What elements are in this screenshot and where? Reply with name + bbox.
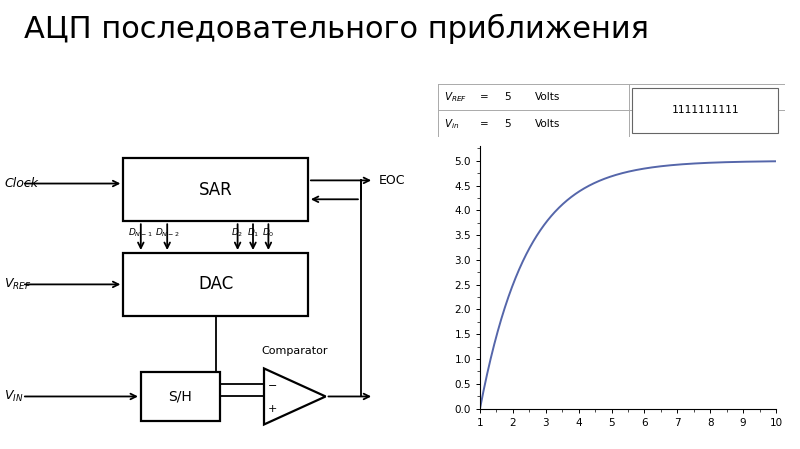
Text: $+$: $+$ — [267, 403, 277, 414]
Text: $D_{N-2}$: $D_{N-2}$ — [155, 227, 179, 239]
Text: 1111111111: 1111111111 — [671, 106, 739, 115]
Text: SAR: SAR — [198, 181, 233, 199]
Text: DAC: DAC — [198, 275, 234, 293]
Text: S/H: S/H — [169, 389, 192, 404]
Bar — [632, 88, 778, 133]
Text: Volts: Volts — [535, 92, 561, 102]
Text: Comparator: Comparator — [262, 346, 328, 356]
Text: $-$: $-$ — [267, 379, 277, 389]
Text: $V_{REF}$: $V_{REF}$ — [5, 277, 32, 292]
Text: $V_{REF}$: $V_{REF}$ — [443, 90, 466, 104]
Text: 5: 5 — [504, 92, 511, 102]
Text: 5: 5 — [504, 119, 511, 129]
Polygon shape — [264, 369, 326, 424]
Bar — [141, 372, 220, 421]
Text: EOC: EOC — [378, 174, 405, 187]
Text: Volts: Volts — [535, 119, 561, 129]
Text: Clock: Clock — [5, 177, 38, 190]
Text: $D_1$: $D_1$ — [246, 227, 259, 239]
Text: $V_{in}$: $V_{in}$ — [443, 117, 459, 131]
Text: =: = — [480, 119, 489, 129]
Text: $V_{IN}$: $V_{IN}$ — [5, 389, 24, 404]
Bar — [123, 158, 308, 221]
Text: $D_0$: $D_0$ — [262, 227, 274, 239]
Text: $D_2$: $D_2$ — [231, 227, 244, 239]
Bar — [123, 253, 308, 316]
Text: =: = — [480, 92, 489, 102]
Text: АЦП последовательного приближения: АЦП последовательного приближения — [24, 13, 649, 44]
Text: $D_{N-1}$: $D_{N-1}$ — [128, 227, 154, 239]
